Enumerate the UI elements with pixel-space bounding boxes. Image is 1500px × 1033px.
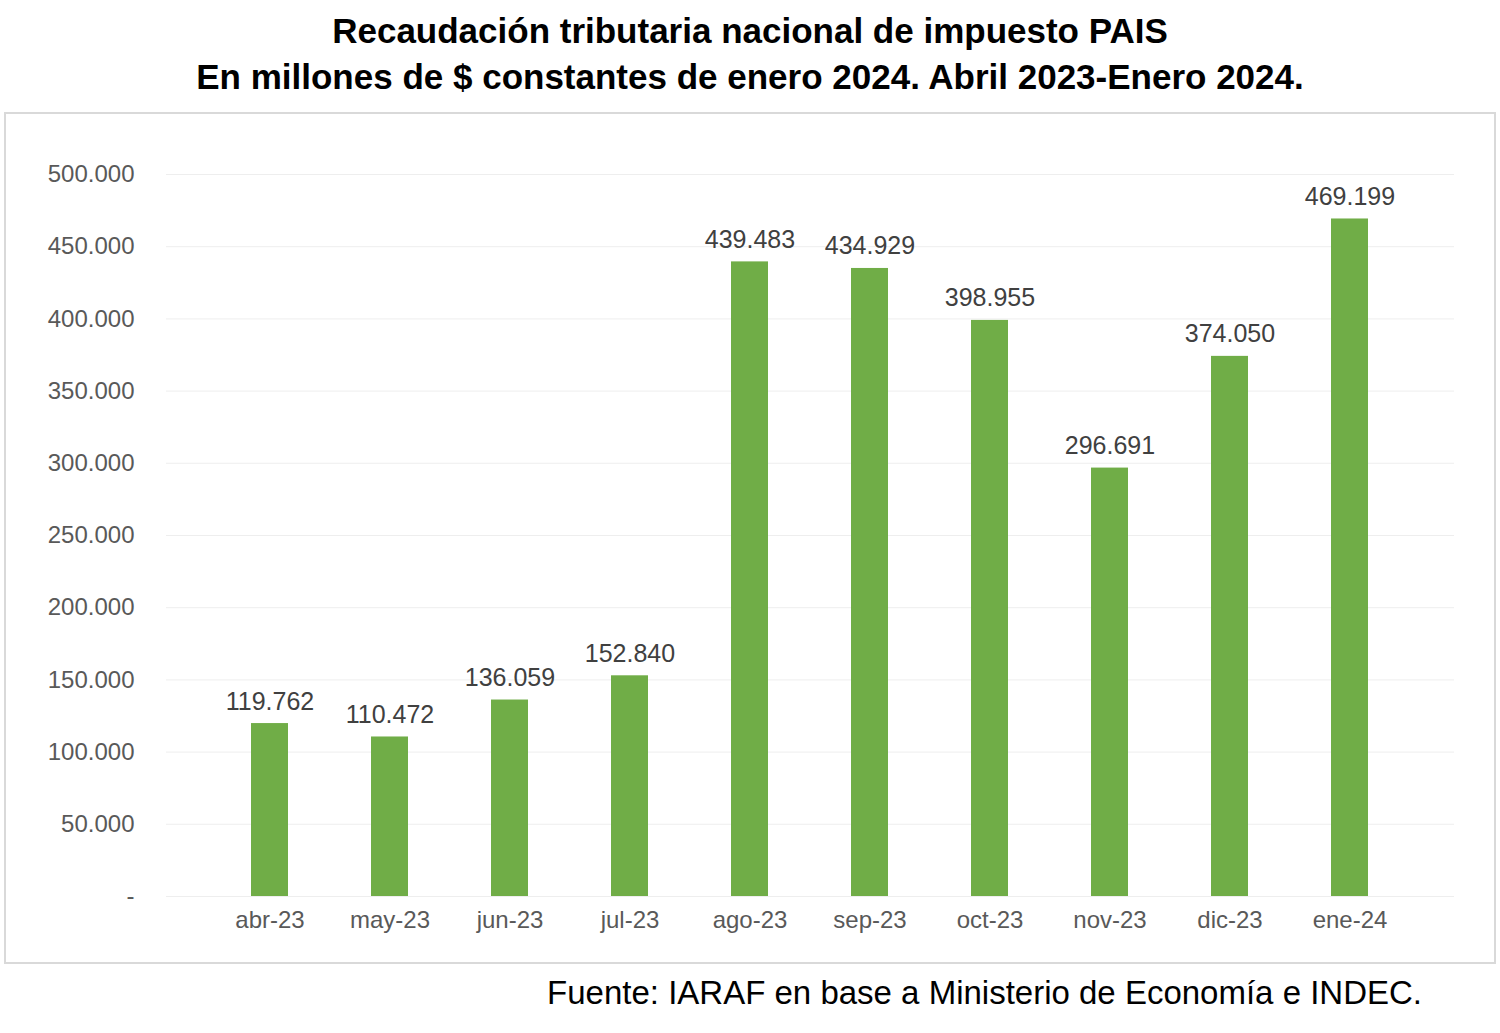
svg-text:sep-23: sep-23 (833, 906, 906, 933)
svg-text:may-23: may-23 (350, 906, 430, 933)
svg-text:jun-23: jun-23 (476, 906, 544, 933)
svg-text:100.000: 100.000 (48, 738, 135, 765)
html-text:Fuente: IARAF en base a Minist: Fuente: IARAF en base a Ministerio de Ec… (547, 974, 1422, 1011)
svg-text:-: - (127, 882, 135, 909)
svg-text:400.000: 400.000 (48, 305, 135, 332)
svg-text:296.691: 296.691 (1065, 431, 1155, 459)
svg-text:450.000: 450.000 (48, 232, 135, 259)
svg-text:200.000: 200.000 (48, 593, 135, 620)
svg-text:300.000: 300.000 (48, 449, 135, 476)
html-text:Recaudación tributaria naciona: Recaudación tributaria nacional de impue… (332, 11, 1168, 50)
svg-text:500.000: 500.000 (48, 160, 135, 187)
svg-text:434.929: 434.929 (825, 231, 915, 259)
svg-text:350.000: 350.000 (48, 377, 135, 404)
svg-text:110.472: 110.472 (346, 700, 435, 728)
svg-text:136.059: 136.059 (465, 663, 555, 691)
svg-text:50.000: 50.000 (61, 810, 134, 837)
svg-text:ene-24: ene-24 (1313, 906, 1388, 933)
html-text:En millones de $ constantes de: En millones de $ constantes de enero 202… (196, 57, 1304, 96)
svg-text:ago-23: ago-23 (713, 906, 788, 933)
svg-text:dic-23: dic-23 (1197, 906, 1262, 933)
svg-text:469.199: 469.199 (1305, 182, 1395, 210)
svg-text:439.483: 439.483 (705, 225, 795, 253)
svg-text:374.050: 374.050 (1185, 319, 1275, 347)
svg-text:abr-23: abr-23 (235, 906, 304, 933)
svg-text:398.955: 398.955 (945, 283, 1035, 311)
svg-text:150.000: 150.000 (48, 666, 135, 693)
svg-text:250.000: 250.000 (48, 521, 135, 548)
svg-text:152.840: 152.840 (585, 639, 675, 667)
svg-text:oct-23: oct-23 (957, 906, 1024, 933)
svg-text:nov-23: nov-23 (1073, 906, 1146, 933)
svg-text:jul-23: jul-23 (600, 906, 660, 933)
svg-text:119.762: 119.762 (226, 687, 315, 715)
